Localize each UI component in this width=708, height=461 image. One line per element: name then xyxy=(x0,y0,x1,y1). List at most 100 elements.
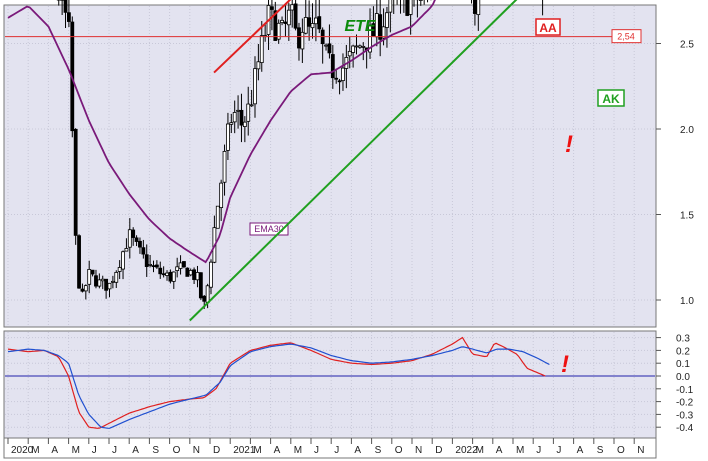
candle-body xyxy=(253,68,257,105)
resistance-label: AA xyxy=(539,21,557,35)
candle-body xyxy=(297,27,301,49)
x-tick-label: J xyxy=(334,445,339,456)
x-tick-label: D xyxy=(435,445,442,456)
candle-body xyxy=(195,272,200,281)
candle-body xyxy=(280,19,284,24)
candle-body xyxy=(317,16,322,30)
support-label-box xyxy=(597,89,625,107)
candle-body xyxy=(202,295,207,302)
x-tick-label: J xyxy=(314,445,319,456)
x-tick-label: N xyxy=(415,445,422,456)
candle-body xyxy=(110,280,115,283)
candle-body xyxy=(354,45,359,48)
candle-body xyxy=(205,285,210,303)
candle-body xyxy=(357,45,362,48)
x-tick-label: N xyxy=(637,445,644,456)
candle-body xyxy=(226,123,230,151)
candle-body xyxy=(154,264,159,268)
candle-body xyxy=(307,17,312,27)
candle-body xyxy=(347,50,352,57)
candle-body xyxy=(185,267,190,277)
candle-body xyxy=(67,12,71,22)
x-tick-label: N xyxy=(193,445,200,456)
candle-body xyxy=(418,0,423,1)
candle-body xyxy=(219,182,224,208)
candle-body xyxy=(121,251,125,270)
candle-body xyxy=(242,121,247,127)
y-tick-label: 0.0 xyxy=(676,372,690,383)
candle-body xyxy=(259,35,264,63)
candle-body xyxy=(90,269,95,275)
x-tick-label: J xyxy=(92,445,97,456)
candle-body xyxy=(324,44,328,47)
candle-body xyxy=(138,240,142,248)
alert-mark: ! xyxy=(565,131,573,158)
ema-line xyxy=(7,0,436,264)
candle-body xyxy=(144,254,149,267)
candle-body xyxy=(286,9,291,26)
candle-body xyxy=(351,45,356,53)
candle-body xyxy=(124,248,129,252)
candle-body xyxy=(148,263,153,266)
candle-body xyxy=(171,271,176,282)
candle-body xyxy=(327,43,332,54)
x-tick-label: J xyxy=(536,445,541,456)
y-tick-label: 0.3 xyxy=(676,334,690,345)
x-tick-label: 2022 xyxy=(455,445,478,456)
support-label: AK xyxy=(602,92,620,106)
alert-mark: ! xyxy=(561,351,569,378)
candle-body xyxy=(209,261,213,288)
x-tick-label: 2020 xyxy=(11,445,34,456)
candle-body xyxy=(381,26,386,39)
candle-body xyxy=(246,103,251,122)
candle-body xyxy=(165,272,169,276)
x-tick-label: A xyxy=(354,445,361,456)
candle-body xyxy=(310,23,315,29)
candle-body xyxy=(107,282,112,290)
x-tick-label: A xyxy=(51,445,58,456)
candle-body xyxy=(378,14,383,40)
candle-body xyxy=(276,22,281,40)
x-tick-label: A xyxy=(274,445,281,456)
support-trendline xyxy=(189,0,518,322)
resistance-trendline xyxy=(213,0,292,74)
x-tick-label: J xyxy=(556,445,561,456)
candle-body xyxy=(313,17,318,25)
price-panel xyxy=(3,4,657,328)
candle-body xyxy=(361,45,366,48)
candle-body xyxy=(405,0,410,16)
candle-body xyxy=(270,6,274,10)
candle-body xyxy=(188,270,193,276)
x-tick-label: S xyxy=(152,445,159,456)
candle-body xyxy=(222,151,227,183)
x-tick-label: J xyxy=(112,445,117,456)
candle-body xyxy=(232,112,237,123)
x-tick-label: O xyxy=(173,445,181,456)
candle-body xyxy=(408,0,413,15)
candle-body xyxy=(73,128,78,236)
candle-body xyxy=(168,271,173,282)
candle-body xyxy=(158,267,163,275)
candle-body xyxy=(104,278,109,291)
x-tick-label: D xyxy=(213,445,220,456)
candle-body xyxy=(178,262,183,269)
oscillator-fast-line xyxy=(7,336,546,429)
resistance-label-box xyxy=(535,18,561,36)
candle-body xyxy=(100,278,105,282)
candle-body xyxy=(161,273,166,276)
candle-body xyxy=(256,61,261,70)
x-tick-label: O xyxy=(395,445,403,456)
candle-body xyxy=(134,237,139,242)
y-tick-label: -0.2 xyxy=(676,398,694,409)
chart-title: ETE xyxy=(344,18,376,35)
x-tick-label: 2021 xyxy=(233,445,256,456)
y-tick-label: -0.3 xyxy=(676,410,694,421)
candle-body xyxy=(215,205,220,229)
y-tick-label: -0.4 xyxy=(676,423,694,434)
candle-body xyxy=(151,265,156,268)
y-tick-label: 1.0 xyxy=(680,296,694,307)
x-tick-label: A xyxy=(132,445,139,456)
candle-body xyxy=(63,0,68,13)
y-tick-label: 0.1 xyxy=(676,359,690,370)
